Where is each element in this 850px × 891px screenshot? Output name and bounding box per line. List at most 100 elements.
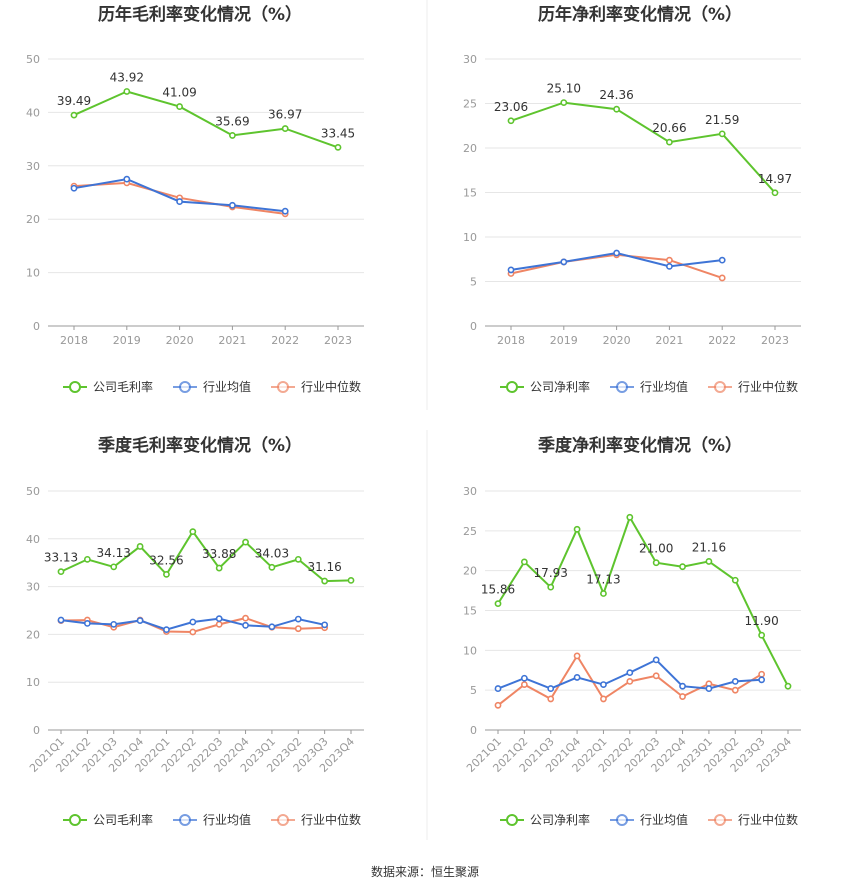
legend-marker [179,814,191,826]
x-tick-label: 2019 [113,334,141,347]
data-point [560,258,568,266]
legend-item: 行业均值 [173,379,251,394]
data-point [679,693,686,700]
data-point [70,111,78,119]
legend-marker [69,814,81,826]
data-label: 33.45 [321,126,355,140]
data-point [613,105,620,113]
data-point [758,631,766,639]
data-label: 17.93 [534,566,568,580]
legend-item: 公司毛利率 [63,812,153,827]
x-tick-label: 2023 [324,334,352,347]
data-point [679,563,686,571]
data-point [784,682,792,690]
data-point [83,555,91,563]
data-point [136,617,144,624]
data-point [281,207,289,215]
x-tick-label: 2020 [603,334,631,347]
legend-label: 公司净利率 [530,812,590,827]
data-label: 21.16 [692,540,726,554]
legend-marker [179,381,191,393]
legend-item: 行业中位数 [708,812,798,827]
data-point [573,525,581,533]
legend-label: 行业均值 [640,812,688,827]
data-point [600,590,607,597]
data-point [242,538,249,546]
data-label: 15.86 [481,583,515,597]
data-label: 35.69 [215,114,249,128]
legend-item: 公司净利率 [500,812,590,827]
data-label: 34.13 [97,546,131,560]
data-label: 20.66 [652,121,686,135]
data-label: 24.36 [599,88,633,102]
y-tick-label: 5 [470,276,477,289]
data-point [163,570,170,578]
data-label: 33.13 [44,551,78,565]
source-note: 数据来源：恒生聚源 [371,864,479,879]
data-label: 21.59 [705,113,739,127]
chart-panel-4: 季度净利率变化情况（%）0510152025302021Q12021Q22021… [463,435,801,827]
chart-panel-2: 历年净利率变化情况（%） 0 5 10 15 20 25 30 2018 2019 2020 2021… [463,4,801,394]
y-tick-label: 30 [463,53,477,66]
data-point [652,656,660,664]
data-point [666,262,673,270]
y-tick-label: 0 [33,724,40,737]
y-tick-label: 50 [26,485,40,498]
data-point [110,563,118,571]
chart-panel-3: 季度毛利率变化情况（%）010203040502021Q12021Q22021Q… [26,435,364,827]
data-label: 41.09 [162,86,196,100]
legend-label: 行业中位数 [301,379,361,394]
x-tick-label: 2022 [271,334,299,347]
legend-item: 行业中位数 [708,379,798,394]
legend-label: 行业中位数 [738,812,798,827]
legend-label: 公司毛利率 [93,812,153,827]
data-point [215,615,223,623]
data-point [520,558,528,566]
data-point [321,577,329,585]
data-point [705,685,713,692]
y-tick-label: 40 [26,533,40,546]
y-tick-label: 10 [463,644,477,657]
data-point [176,103,183,110]
data-label: 43.92 [110,70,144,84]
data-point [731,576,739,584]
y-tick-label: 5 [470,684,477,697]
data-point [268,623,276,631]
data-point [547,583,555,591]
y-tick-label: 20 [26,213,40,226]
data-point [268,563,276,571]
legend-marker [714,814,726,826]
data-label: 14.97 [758,172,792,186]
y-tick-label: 25 [463,98,477,111]
data-point [294,615,302,623]
legend-item: 公司净利率 [500,379,590,394]
data-label: 36.97 [268,108,302,122]
y-tick-label: 20 [26,628,40,641]
data-point [547,695,555,703]
data-point [626,678,634,685]
y-tick-label: 25 [463,525,477,538]
legend-marker [277,381,289,393]
data-point [494,600,502,608]
y-tick-label: 40 [26,106,40,119]
data-point [613,249,620,257]
data-point [321,621,329,629]
legend-label: 行业中位数 [738,379,798,394]
chart-title: 历年净利率变化情况（%） [538,4,742,25]
legend-label: 行业均值 [640,379,688,394]
x-tick-label: 2022 [708,334,736,347]
legend-marker [714,381,726,393]
legend-label: 行业中位数 [301,812,361,827]
data-point [347,576,355,584]
y-tick-label: 15 [463,605,477,618]
data-point [718,130,726,138]
legend-item: 公司毛利率 [63,379,153,394]
y-tick-label: 10 [26,267,40,280]
y-tick-label: 50 [26,53,40,66]
data-label: 25.10 [547,82,581,96]
y-tick-label: 20 [463,142,477,155]
y-tick-label: 10 [26,676,40,689]
data-point [294,625,302,633]
series-line [60,529,352,583]
data-point [573,674,581,681]
